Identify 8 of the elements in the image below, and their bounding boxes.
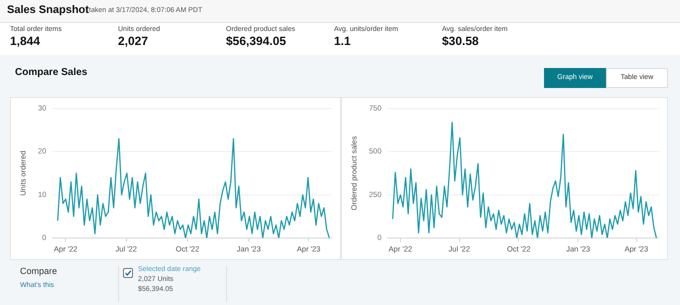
text: $56,394.05 [226, 34, 286, 48]
text: $30.58 [442, 34, 479, 48]
text: Compare Sales [15, 67, 88, 78]
text: 2,027 [118, 34, 148, 48]
text: 1.1 [334, 34, 351, 48]
text: 1,844 [10, 34, 40, 48]
text: Compare [20, 266, 58, 276]
text: Sales Snapshot [7, 4, 89, 16]
